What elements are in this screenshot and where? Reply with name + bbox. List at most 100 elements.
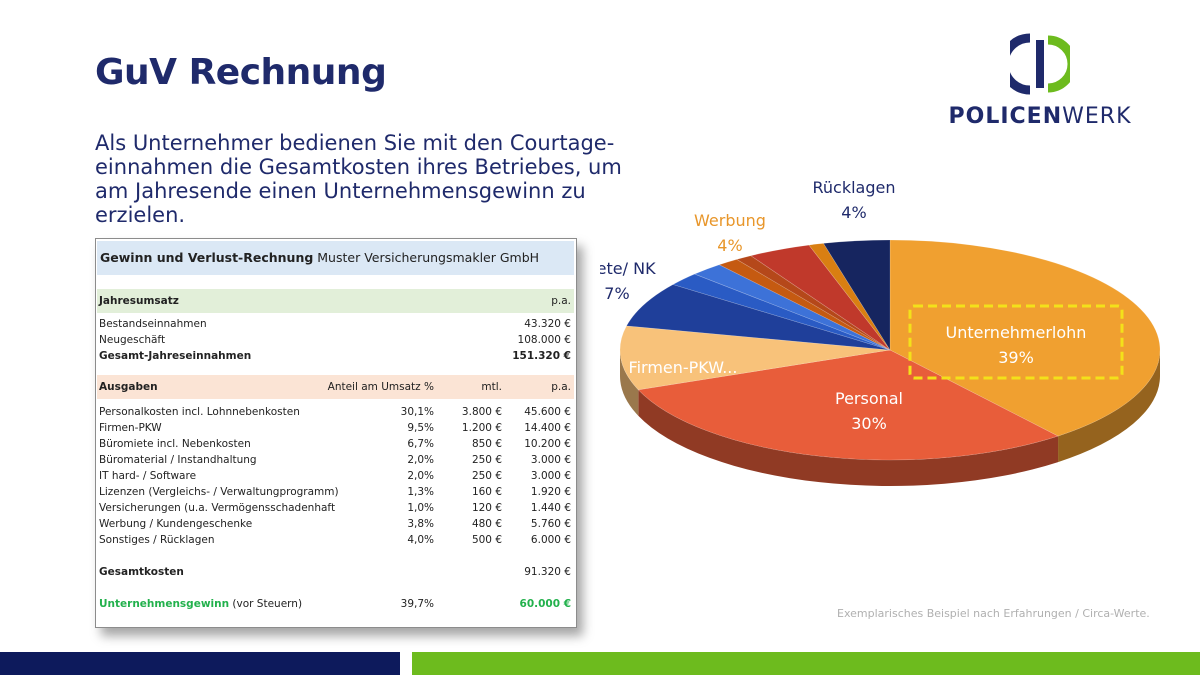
- table-row: Büromiete incl. Nebenkosten 6,7% 850 € 1…: [99, 436, 571, 452]
- table-row: Lizenzen (Vergleichs- / Verwaltungprogra…: [99, 484, 571, 500]
- table-row: Personalkosten incl. Lohnnebenkosten 30,…: [99, 404, 571, 420]
- expense-header-label: Ausgaben: [99, 381, 158, 393]
- table-row: Sonstiges / Rücklagen 4,0% 500 € 6.000 €: [99, 532, 571, 548]
- row-label: Werbung / Kundengeschenke: [99, 518, 253, 530]
- row-monthly: 3.800 €: [461, 406, 502, 418]
- row-label: Personalkosten incl. Lohnnebenkosten: [99, 406, 300, 418]
- highlight-box: [908, 304, 1124, 380]
- row-pa: 3.000 €: [530, 454, 571, 466]
- pie-slice-r-cklagen: [822, 239, 891, 352]
- row-monthly: 250 €: [471, 454, 502, 466]
- row-label: Büromaterial / Instandhaltung: [99, 454, 257, 466]
- policenwerk-logo-icon: [1010, 33, 1070, 95]
- sheet-heading-company: Muster Versicherungsmakler GmbH: [313, 250, 540, 265]
- profit-value: 60.000 €: [519, 598, 571, 610]
- pie-slice-werbung: [750, 244, 891, 351]
- row-label: Firmen-PKW: [99, 422, 162, 434]
- table-row: Firmen-PKW 9,5% 1.200 € 14.400 €: [99, 420, 571, 436]
- revenue-total-value: 151.320 €: [512, 350, 571, 362]
- pie-labels-group: Rücklagen 4% Werbung 4% Miete/ NK 7% Unternehm…: [600, 178, 1086, 433]
- row-share: 9,5%: [407, 422, 434, 434]
- outside-label-name: Miete/ NK: [600, 259, 656, 278]
- revenue-total-row: Gesamt-Jahreseinnahmen 151.320 €: [99, 348, 571, 364]
- row-monthly: 1.200 €: [461, 422, 502, 434]
- row-label: Bestandseinnahmen: [99, 318, 207, 330]
- table-row: Büromaterial / Instandhaltung 2,0% 250 €…: [99, 452, 571, 468]
- row-label: Sonstiges / Rücklagen: [99, 534, 215, 546]
- outside-label-pct: 4%: [841, 203, 866, 222]
- outside-label-name: Rücklagen: [813, 178, 896, 197]
- inside-label-pct: 39%: [998, 348, 1034, 367]
- footnote: Exemplarisches Beispiel nach Erfahrungen…: [837, 607, 1150, 620]
- expense-header-band: [97, 375, 574, 399]
- logo-text-bold: POLICEN: [948, 104, 1063, 129]
- profit-label: Unternehmensgewinn (vor Steuern): [99, 596, 302, 612]
- row-share: 1,3%: [407, 486, 434, 498]
- expense-header-share: Anteil am Umsatz %: [327, 381, 434, 393]
- sheet-heading-bold: Gewinn und Verlust-Rechnung: [100, 250, 314, 265]
- row-share: 6,7%: [407, 438, 434, 450]
- pie-top-group: [619, 239, 1161, 461]
- intro-text: Als Unternehmer bedienen Sie mit den Cou…: [95, 131, 622, 227]
- pie-side-firmen-pkw-: [620, 350, 639, 416]
- expense-header-pa: p.a.: [551, 381, 571, 393]
- guv-spreadsheet: Gewinn und Verlust-Rechnung Muster Versi…: [95, 238, 577, 628]
- total-costs-value: 91.320 €: [524, 566, 571, 578]
- pie-slice-versicherungen: [736, 255, 891, 351]
- profit-label-bold: Unternehmensgewinn: [99, 598, 230, 610]
- inside-label-pct: 30%: [851, 414, 887, 433]
- row-pa: 1.920 €: [530, 486, 571, 498]
- row-pa: 14.400 €: [524, 422, 571, 434]
- page-title: GuV Rechnung: [95, 52, 387, 93]
- row-pa: 6.000 €: [530, 534, 571, 546]
- profit-label-rest: (vor Steuern): [229, 598, 303, 610]
- table-row: Werbung / Kundengeschenke 3,8% 480 € 5.7…: [99, 516, 571, 532]
- pie-slice-personal: [637, 349, 1059, 461]
- pie-slice-b-romaterial: [672, 273, 891, 351]
- logo-wordmark: POLICENWERK: [930, 104, 1150, 129]
- sheet-heading: Gewinn und Verlust-Rechnung Muster Versi…: [97, 241, 574, 275]
- inside-label-name: Personal: [835, 389, 903, 408]
- row-label: Lizenzen (Vergleichs- / Verwaltungprogra…: [99, 486, 339, 498]
- revenue-header-row: Jahresumsatz p.a.: [99, 293, 571, 309]
- footer-bar-green: [412, 652, 1200, 675]
- row-share: 4,0%: [407, 534, 434, 546]
- footer-bar-dark: [0, 652, 400, 675]
- row-monthly: 500 €: [471, 534, 502, 546]
- expense-header-row: Ausgaben Anteil am Umsatz % mtl. p.a.: [99, 379, 571, 395]
- pie-slice-sonstiges: [808, 243, 891, 351]
- row-share: 3,8%: [407, 518, 434, 530]
- expense-pie-chart: Rücklagen 4% Werbung 4% Miete/ NK 7% Unternehm…: [600, 178, 1161, 486]
- row-pa: 10.200 €: [524, 438, 571, 450]
- row-label: Versicherungen (u.a. Vermögensschadenhaf…: [99, 502, 335, 514]
- profit-row: Unternehmensgewinn (vor Steuern) 39,7% 6…: [99, 596, 571, 612]
- row-label: Büromiete incl. Nebenkosten: [99, 438, 251, 450]
- row-pa: 3.000 €: [530, 470, 571, 482]
- outside-label-pct: 7%: [604, 284, 629, 303]
- row-monthly: 850 €: [471, 438, 502, 450]
- row-monthly: 250 €: [471, 470, 502, 482]
- policenwerk-logo: POLICENWERK: [930, 30, 1150, 140]
- row-monthly: 160 €: [471, 486, 502, 498]
- pie-side-unternehmerlohn: [1058, 350, 1160, 463]
- pie-side-group: [620, 350, 1160, 486]
- table-row: Bestandseinnahmen 43.320 €: [99, 316, 571, 332]
- pie-slice-firmen-pkw-: [619, 325, 891, 391]
- expense-header-monthly: mtl.: [481, 381, 502, 393]
- table-row: IT hard- / Software 2,0% 250 € 3.000 €: [99, 468, 571, 484]
- inside-label-name: Unternehmerlohn: [946, 323, 1087, 342]
- row-monthly: 480 €: [471, 518, 502, 530]
- pie-slice-unternehmerlohn: [889, 239, 1161, 437]
- row-pa: 1.440 €: [530, 502, 571, 514]
- revenue-header-unit: p.a.: [551, 295, 571, 307]
- row-share: 2,0%: [407, 454, 434, 466]
- profit-share: 39,7%: [400, 598, 434, 610]
- row-monthly: 120 €: [471, 502, 502, 514]
- revenue-header-band: [97, 289, 574, 313]
- row-share: 1,0%: [407, 502, 434, 514]
- inside-label-name: Firmen-PKW...: [629, 358, 738, 377]
- table-row: Neugeschäft 108.000 €: [99, 332, 571, 348]
- outside-label-pct: 4%: [717, 236, 742, 255]
- logo-text-regular: WERK: [1062, 104, 1132, 129]
- row-share: 30,1%: [400, 406, 434, 418]
